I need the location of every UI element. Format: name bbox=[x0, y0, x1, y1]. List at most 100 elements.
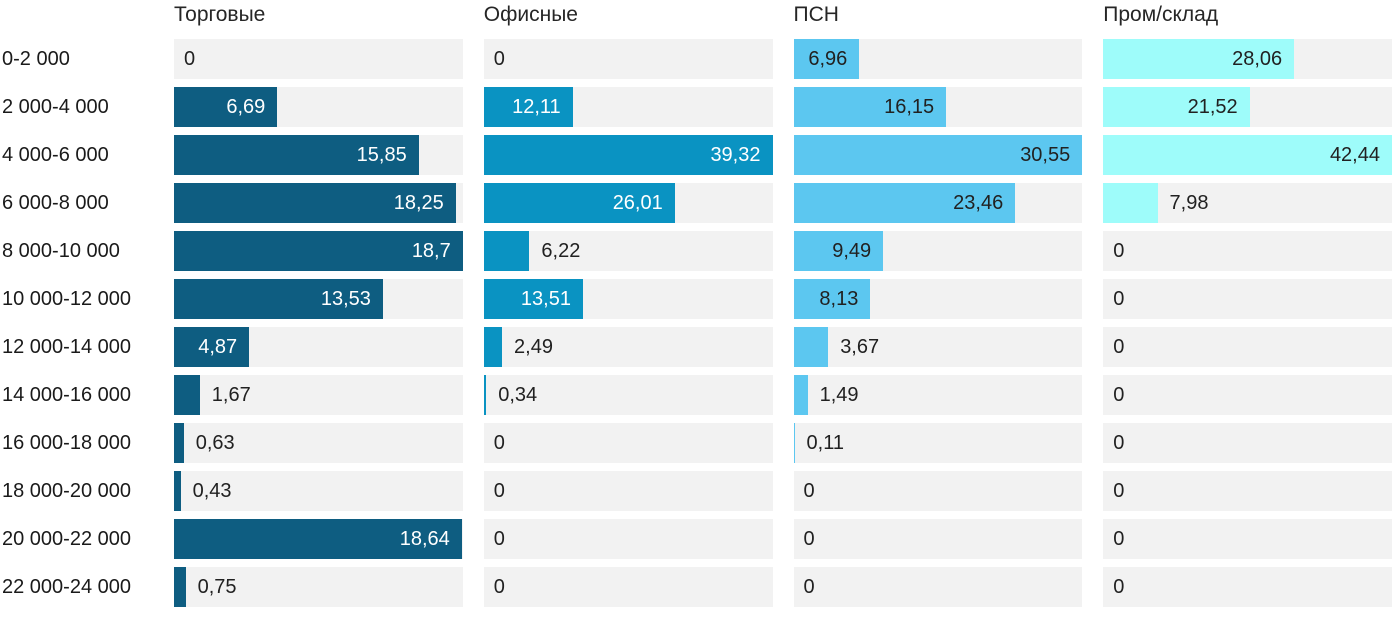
bar-track: 13,51 bbox=[483, 279, 773, 319]
bar: 8,13 bbox=[793, 279, 871, 319]
bar-track: 23,46 bbox=[793, 183, 1083, 223]
bar-row: 0-2 000 0 0 6,96 28,06 bbox=[0, 39, 1392, 79]
row-label: 0-2 000 bbox=[2, 47, 70, 70]
bar-row: 16 000-18 000 0,63 0 0,11 0 bbox=[0, 423, 1392, 463]
bar-track: 0 bbox=[483, 39, 773, 79]
bar-track: 6,96 bbox=[793, 39, 1083, 79]
bar-value: 9,49 bbox=[832, 240, 872, 262]
row-label: 18 000-20 000 bbox=[2, 479, 132, 502]
bar-value: 6,96 bbox=[808, 48, 848, 70]
row-label: 6 000-8 000 bbox=[2, 191, 109, 214]
bar-track: 15,85 bbox=[174, 135, 463, 175]
bar bbox=[793, 375, 808, 415]
bar-track: 0 bbox=[483, 519, 773, 559]
bar-track: 0 bbox=[483, 471, 773, 511]
bar-row: 12 000-14 000 4,87 2,49 3,67 0 bbox=[0, 327, 1392, 367]
bar: 28,06 bbox=[1103, 39, 1295, 79]
bar-track: 7,98 bbox=[1103, 183, 1392, 223]
bar-value: 0 bbox=[493, 432, 505, 454]
bar-track: 0 bbox=[1103, 327, 1392, 367]
bar-track: 12,11 bbox=[483, 87, 773, 127]
bar: 6,69 bbox=[174, 87, 278, 127]
bar: 18,25 bbox=[174, 183, 456, 223]
bar-value: 0,11 bbox=[806, 432, 844, 454]
bar-track: 42,44 bbox=[1103, 135, 1392, 175]
bar-track: 18,25 bbox=[174, 183, 463, 223]
bar-track: 13,53 bbox=[174, 279, 463, 319]
column-header: Офисные bbox=[483, 3, 578, 26]
bar-value: 6,69 bbox=[226, 96, 266, 118]
bar-value: 13,53 bbox=[320, 288, 371, 310]
bar-value: 0 bbox=[184, 48, 196, 70]
bar-value: 0 bbox=[493, 576, 505, 598]
bar-track: 4,87 bbox=[174, 327, 463, 367]
row-label: 10 000-12 000 bbox=[2, 287, 132, 310]
bar-value: 0 bbox=[1113, 288, 1125, 310]
bar-value: 0 bbox=[803, 480, 815, 502]
bar-track: 0 bbox=[793, 567, 1083, 607]
bar-track: 3,67 bbox=[793, 327, 1083, 367]
column-header: ПСН bbox=[793, 3, 839, 26]
bar bbox=[793, 423, 795, 463]
bar-track: 0,11 bbox=[793, 423, 1083, 463]
bar-track: 0,75 bbox=[174, 567, 463, 607]
bar bbox=[483, 375, 487, 415]
bar-track: 2,49 bbox=[483, 327, 773, 367]
bar-value: 18,25 bbox=[393, 192, 444, 214]
bar-value: 18,64 bbox=[399, 528, 450, 550]
bar-row: 18 000-20 000 0,43 0 0 0 bbox=[0, 471, 1392, 511]
bar: 9,49 bbox=[793, 231, 884, 271]
bar-row: 4 000-6 000 15,85 39,32 30,55 42,44 bbox=[0, 135, 1392, 175]
bar-track: 18,7 bbox=[174, 231, 463, 271]
bar-value: 39,32 bbox=[710, 144, 761, 166]
bar-value: 7,98 bbox=[1169, 192, 1209, 214]
bar-track: 0 bbox=[793, 471, 1083, 511]
bar-track: 1,67 bbox=[174, 375, 463, 415]
rate-distribution-bar-chart: Торговые Офисные ПСН Пром/склад 0-2 000 0 0 6,… bbox=[0, 3, 1392, 607]
bar-track: 21,52 bbox=[1103, 87, 1392, 127]
bar-value: 13,51 bbox=[520, 288, 571, 310]
row-label: 4 000-6 000 bbox=[2, 143, 109, 166]
bar-row: 10 000-12 000 13,53 13,51 8,13 0 bbox=[0, 279, 1392, 319]
bar: 13,51 bbox=[483, 279, 583, 319]
bar-track: 39,32 bbox=[483, 135, 773, 175]
bar-track: 18,64 bbox=[174, 519, 463, 559]
bar-row: 14 000-16 000 1,67 0,34 1,49 0 bbox=[0, 375, 1392, 415]
bar-value: 1,49 bbox=[819, 384, 859, 406]
bar-value: 0,63 bbox=[195, 432, 235, 454]
bar-track: 0 bbox=[483, 423, 773, 463]
bar-track: 0 bbox=[1103, 471, 1392, 511]
bar-value: 18,7 bbox=[411, 240, 451, 262]
bar-value: 0 bbox=[493, 480, 505, 502]
bar-row: 22 000-24 000 0,75 0 0 0 bbox=[0, 567, 1392, 607]
bar-track: 0 bbox=[1103, 279, 1392, 319]
bar-track: 9,49 bbox=[793, 231, 1083, 271]
bar-value: 15,85 bbox=[356, 144, 407, 166]
bar-row: 6 000-8 000 18,25 26,01 23,46 7,98 bbox=[0, 183, 1392, 223]
bar bbox=[174, 567, 186, 607]
bar: 15,85 bbox=[174, 135, 419, 175]
row-label: 2 000-4 000 bbox=[2, 95, 109, 118]
bar-value: 0 bbox=[1113, 528, 1125, 550]
bar-track: 0 bbox=[1103, 519, 1392, 559]
bar-value: 30,55 bbox=[1020, 144, 1071, 166]
bar-value: 0 bbox=[493, 528, 505, 550]
bar: 21,52 bbox=[1103, 87, 1250, 127]
bar-track: 6,69 bbox=[174, 87, 463, 127]
bar-row: 2 000-4 000 6,69 12,11 16,15 21,52 bbox=[0, 87, 1392, 127]
bar-track: 0 bbox=[483, 567, 773, 607]
bar-row: 8 000-10 000 18,7 6,22 9,49 0 bbox=[0, 231, 1392, 271]
bar-value: 0 bbox=[1113, 240, 1125, 262]
bar: 4,87 bbox=[174, 327, 250, 367]
bar-value: 2,49 bbox=[514, 336, 553, 358]
bar bbox=[174, 375, 200, 415]
bar-value: 1,67 bbox=[211, 384, 251, 406]
bar: 18,7 bbox=[174, 231, 463, 271]
bar-value: 4,87 bbox=[198, 336, 238, 358]
bar: 6,96 bbox=[793, 39, 860, 79]
bar: 26,01 bbox=[483, 183, 675, 223]
bar: 13,53 bbox=[174, 279, 383, 319]
bar-value: 0 bbox=[1113, 336, 1125, 358]
bar: 12,11 bbox=[483, 87, 573, 127]
column-headers-row: Торговые Офисные ПСН Пром/склад bbox=[0, 3, 1392, 39]
